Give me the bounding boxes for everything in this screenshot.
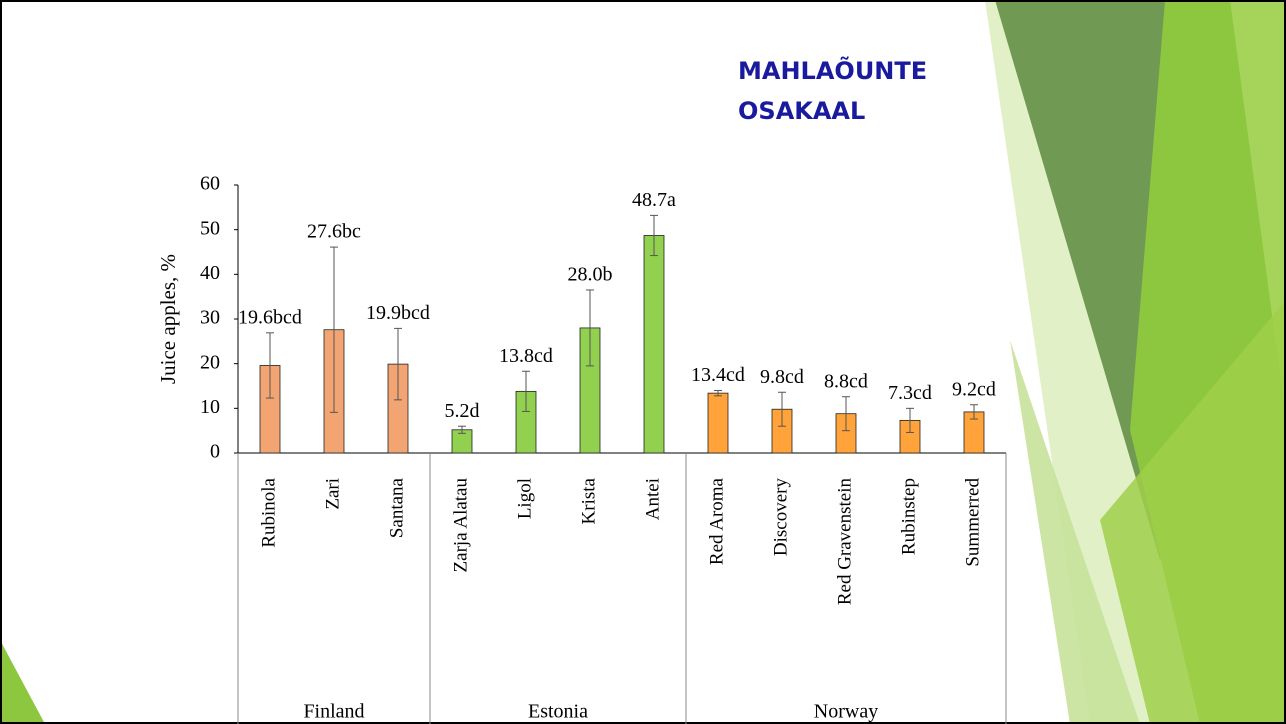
error-bar	[522, 370, 530, 412]
error-bar	[458, 425, 466, 434]
error-bar	[650, 214, 658, 257]
data-label: 13.4cd	[691, 364, 745, 386]
data-label: 19.9bcd	[366, 302, 430, 324]
y-tick-label: 30	[200, 307, 220, 329]
data-label: 9.2cd	[952, 378, 996, 400]
error-bar	[906, 407, 914, 433]
x-tick-label: Summerred	[962, 478, 983, 567]
x-tick-label: Zari	[322, 478, 343, 510]
decor	[0, 640, 45, 724]
decor	[1100, 300, 1286, 724]
chart-title: OSAKAAL	[738, 97, 865, 125]
y-tick-label: 40	[200, 262, 220, 284]
error-bar	[714, 389, 722, 397]
data-label: 9.8cd	[760, 366, 804, 388]
x-tick-label: Antei	[642, 478, 663, 520]
error-bar	[330, 246, 338, 413]
decor	[1230, 0, 1286, 420]
data-label: 27.6bc	[307, 221, 361, 243]
y-tick-label: 0	[210, 441, 220, 463]
y-tick-label: 50	[200, 217, 220, 239]
y-tick-label: 60	[200, 173, 220, 195]
group-label: Estonia	[528, 701, 588, 723]
error-bar	[778, 391, 786, 427]
error-bar	[586, 289, 594, 367]
error-bar	[394, 327, 402, 401]
x-tick-label: Ligol	[514, 478, 535, 519]
y-axis-label: Juice apples, %	[156, 254, 180, 384]
x-tick-label: Rubinstep	[898, 478, 919, 555]
data-label: 48.7a	[632, 189, 676, 211]
group-label: Norway	[814, 701, 878, 723]
chart-title: MAHLAÕUNTE	[738, 55, 927, 85]
x-tick-label: Red Aroma	[706, 477, 727, 565]
data-label: 19.6bcd	[238, 306, 302, 328]
decor	[1010, 340, 1140, 724]
error-bar	[970, 404, 978, 420]
data-label: 13.8cd	[499, 345, 553, 367]
data-label: 8.8cd	[824, 370, 868, 392]
x-tick-label: Discovery	[770, 478, 791, 557]
error-bar	[842, 396, 850, 432]
data-label: 28.0b	[568, 264, 613, 286]
error-bar	[266, 332, 274, 399]
bar	[643, 235, 665, 454]
y-tick-label: 10	[200, 396, 220, 418]
x-tick-label: Zarja Alatau	[450, 478, 471, 573]
data-label: 7.3cd	[888, 382, 932, 404]
x-tick-label: Rubinola	[258, 477, 279, 547]
x-tick-label: Krista	[578, 477, 599, 524]
group-label: Finland	[303, 701, 364, 723]
y-tick-label: 20	[200, 351, 220, 373]
bar	[707, 392, 729, 454]
data-label: 5.2d	[445, 400, 480, 422]
x-tick-label: Santana	[386, 477, 407, 538]
x-tick-label: Red Gravenstein	[834, 478, 855, 606]
